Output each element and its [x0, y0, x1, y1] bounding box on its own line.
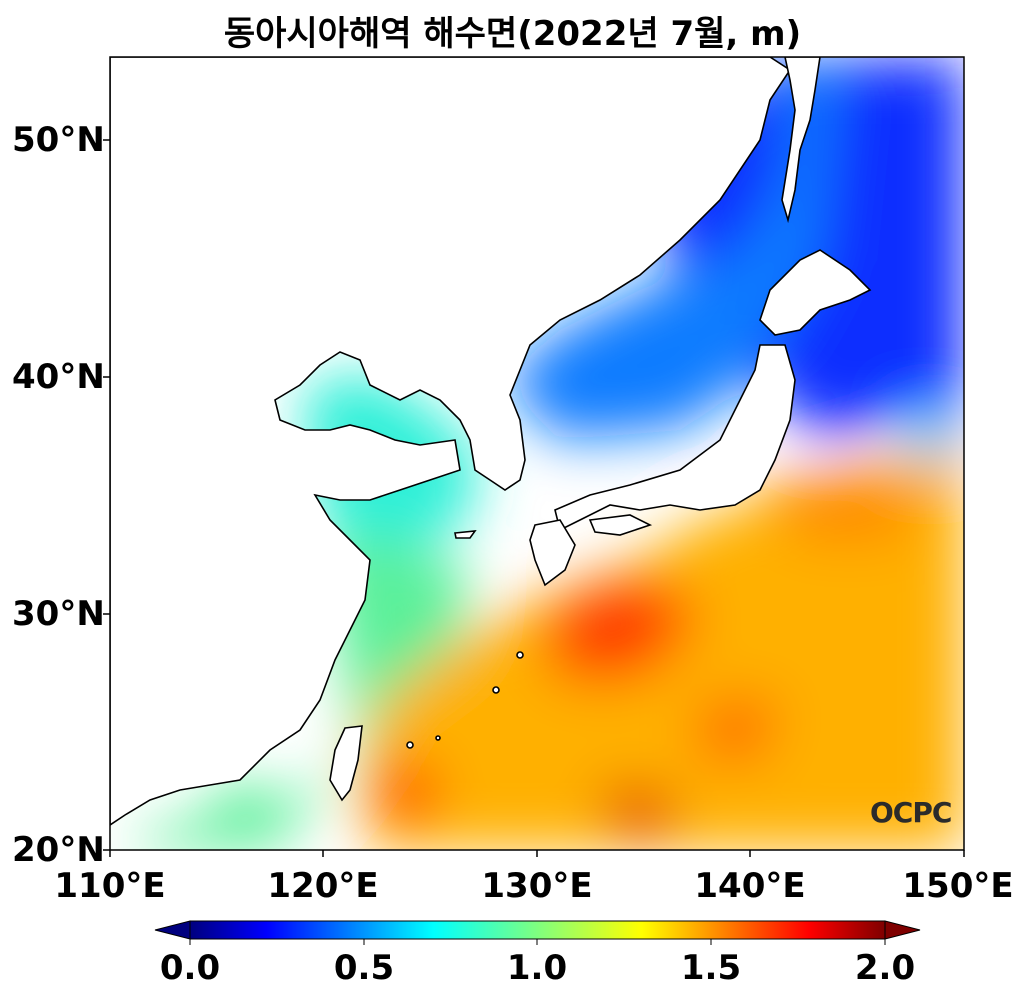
- lon-tick-150: 150°E: [902, 866, 1014, 906]
- lon-tick-130: 130°E: [481, 866, 593, 906]
- lon-tick-140: 140°E: [694, 866, 806, 906]
- page-title: 동아시아해역 해수면(2022년 7월, m): [223, 14, 802, 54]
- colorbar-tick-0: 0.0: [159, 948, 221, 988]
- land: [110, 57, 872, 826]
- lat-tick-20: 20°N: [12, 830, 105, 870]
- colorbar-tick-0-5: 0.5: [333, 948, 395, 988]
- sea-level-field: [110, 57, 964, 850]
- lat-tick-50: 50°N: [12, 120, 105, 160]
- colorbar-tick-1: 1.0: [506, 948, 568, 988]
- colorbar-tick-2: 2.0: [854, 948, 916, 988]
- lon-tick-110: 110°E: [54, 866, 166, 906]
- ocpc-logo: OCPC: [870, 796, 952, 829]
- lon-tick-120: 120°E: [267, 866, 379, 906]
- colorbar: [154, 920, 921, 945]
- lat-tick-30: 30°N: [12, 594, 105, 634]
- lat-tick-40: 40°N: [12, 357, 105, 397]
- colorbar-tick-1-5: 1.5: [680, 948, 742, 988]
